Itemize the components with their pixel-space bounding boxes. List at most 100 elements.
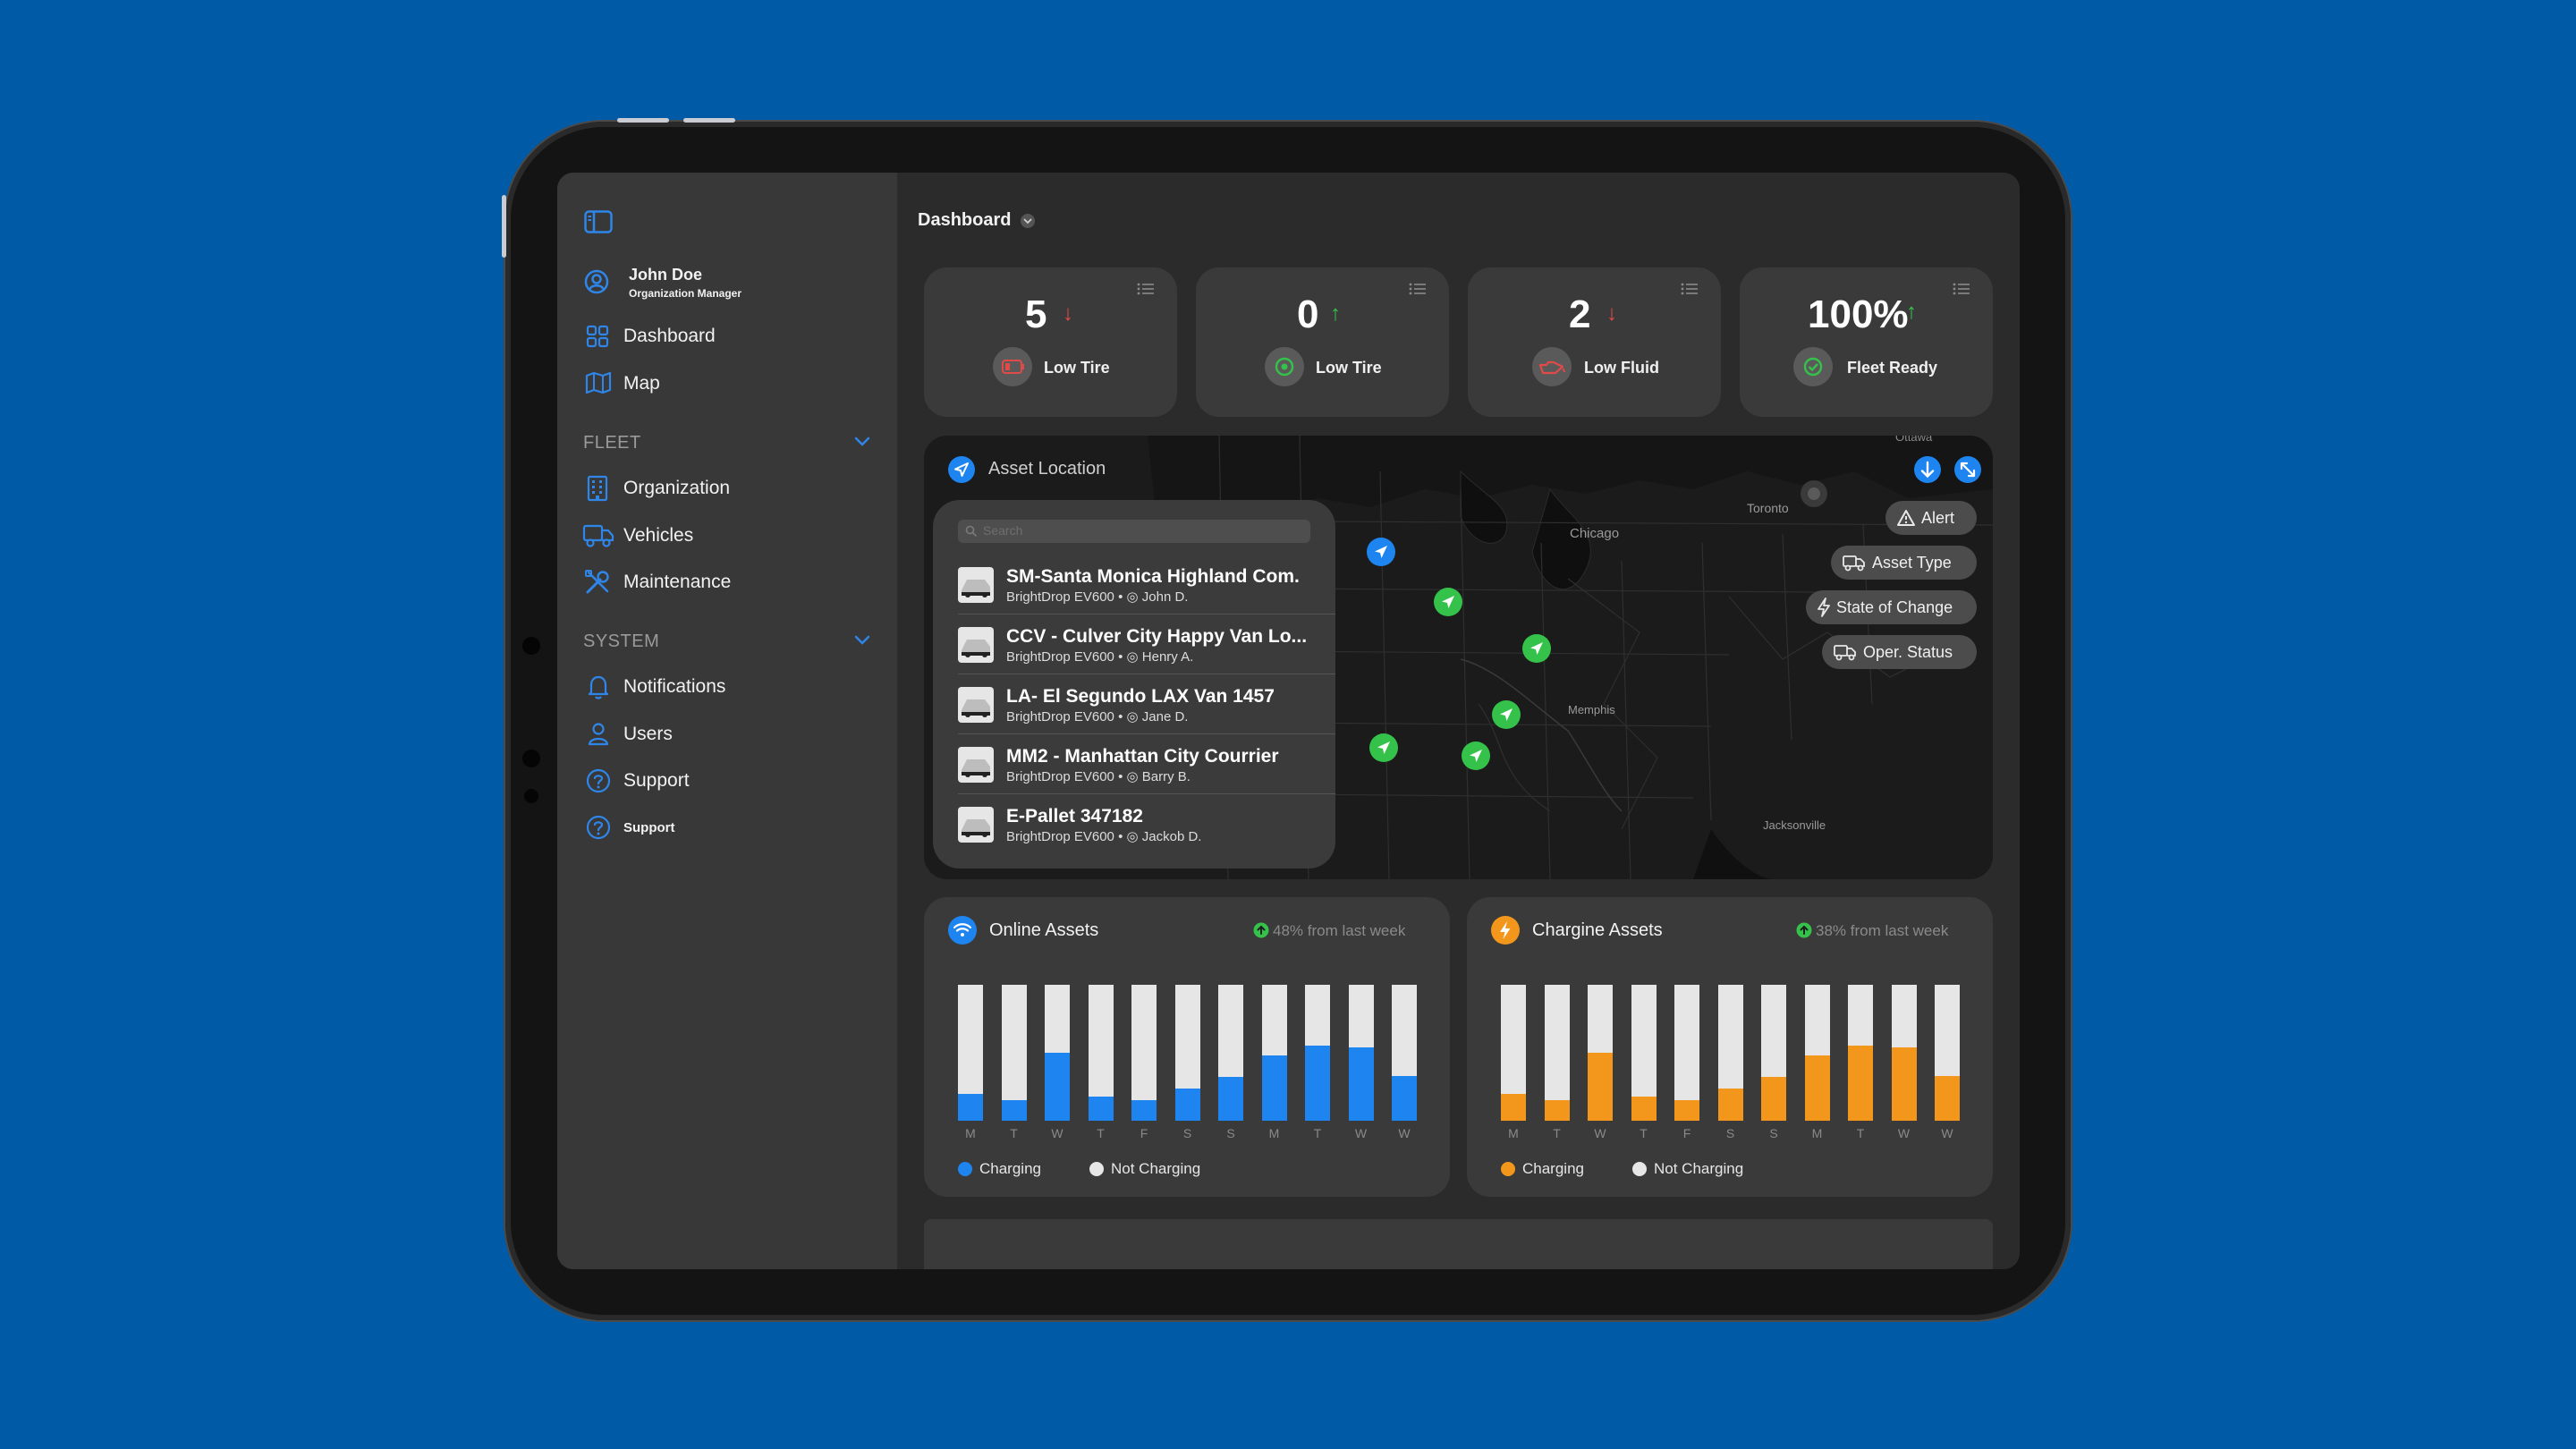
user-circle-icon: [584, 269, 609, 294]
sensor-dot: [522, 750, 540, 767]
page-title: Dashboard: [918, 210, 1012, 230]
sidebar-toggle-icon[interactable]: [584, 210, 613, 233]
chart-bar[interactable]: [1088, 985, 1114, 1121]
chart-tick-label: S: [1725, 1126, 1735, 1140]
chart-bar[interactable]: [1848, 985, 1873, 1121]
chart-bar[interactable]: [1174, 985, 1200, 1121]
chart-tick-label: T: [1856, 1126, 1865, 1140]
chart-bar[interactable]: [1001, 985, 1027, 1121]
chart-bar-fill: [1761, 1077, 1786, 1121]
list-icon[interactable]: [1681, 282, 1699, 296]
map-city-jacksonville: Jacksonville: [1763, 818, 1826, 832]
chart-tick-label: W: [1398, 1126, 1411, 1140]
filter-asset-type-button[interactable]: Asset Type: [1831, 546, 1977, 580]
map-pin-blue[interactable]: [1366, 537, 1396, 567]
map-pin-green[interactable]: [1461, 741, 1491, 771]
asset-list-panel: Search SM-Santa Monica Highland Com. Bri…: [933, 500, 1335, 869]
bolt-icon: [1491, 916, 1520, 945]
arrow-up-circle-icon: [1253, 922, 1269, 938]
search-input[interactable]: Search: [958, 520, 1310, 543]
stat-label: Low Fluid: [1584, 359, 1659, 377]
chart-bar[interactable]: [1717, 985, 1743, 1121]
stat-card[interactable]: 0 ↑ Low Tire: [1196, 267, 1449, 417]
stat-card[interactable]: 100% ↑ Fleet Ready: [1740, 267, 1993, 417]
chart-bar-fill: [1261, 1055, 1287, 1121]
chart-bar[interactable]: [1045, 985, 1070, 1121]
asset-driver: Henry A.: [1141, 649, 1194, 665]
chart-bar[interactable]: [1501, 985, 1526, 1121]
building-icon: [587, 475, 608, 502]
legend-swatch-charging: [1501, 1162, 1515, 1176]
chart-bar[interactable]: [1305, 985, 1330, 1121]
list-icon[interactable]: [1409, 282, 1427, 296]
legend-swatch-charging: [958, 1162, 972, 1176]
grid-icon: [586, 325, 609, 348]
warning-triangle-icon: [1897, 510, 1915, 526]
chart-bar[interactable]: [1261, 985, 1287, 1121]
legend-label-not-charging: Not Charging: [1111, 1160, 1201, 1177]
stat-card[interactable]: 2 ↓ Low Fluid: [1468, 267, 1721, 417]
filter-state-of-change-button[interactable]: State of Change: [1806, 590, 1977, 624]
trend-down-icon: ↓: [1063, 301, 1073, 326]
chart-bar[interactable]: [1218, 985, 1243, 1121]
chart-bar-fill: [1174, 1088, 1200, 1121]
list-icon[interactable]: [1953, 282, 1970, 296]
van-icon: [1834, 645, 1856, 661]
asset-meta: BrightDrop EV600 • ◎ Jackob D.: [1006, 829, 1202, 844]
chart-bar-fill: [1348, 1046, 1374, 1121]
map-pin-green[interactable]: [1368, 733, 1399, 763]
filter-label: Asset Type: [1872, 553, 1952, 572]
chart-tick-label: T: [1553, 1126, 1561, 1140]
chart-tick-label: W: [1051, 1126, 1063, 1140]
sidebar-item-label: Support: [623, 770, 690, 791]
chart-legend: Charging Not Charging: [1501, 1160, 1743, 1178]
map-city-chicago: Chicago: [1570, 526, 1620, 541]
chart-bar-fill: [1088, 1096, 1114, 1121]
chart-bar[interactable]: [1804, 985, 1830, 1121]
asset-map[interactable]: Chicago Toronto Ottawa Memphis Jacksonvi…: [924, 436, 1993, 879]
filter-oper-status-button[interactable]: Oper. Status: [1822, 635, 1977, 669]
download-arrow-icon[interactable]: [1913, 455, 1942, 484]
chart-bar-fill: [1305, 1046, 1330, 1121]
map-pin-green[interactable]: [1521, 633, 1552, 664]
user-role: Organization Manager: [629, 287, 742, 300]
asset-driver: Barry B.: [1141, 769, 1191, 784]
expand-icon[interactable]: [1953, 455, 1982, 484]
volume-button: [617, 118, 669, 123]
stat-card[interactable]: 5 ↓ Low Tire: [924, 267, 1177, 417]
list-icon[interactable]: [1137, 282, 1155, 296]
divider: [958, 733, 1335, 734]
stat-value: 2: [1569, 292, 1591, 336]
camera-dot: [522, 637, 540, 655]
chart-bar[interactable]: [958, 985, 983, 1121]
chart-bar[interactable]: [1392, 985, 1417, 1121]
chart-bar[interactable]: [1631, 985, 1657, 1121]
asset-name: CCV - Culver City Happy Van Lo...: [1006, 626, 1308, 647]
chevron-down-icon[interactable]: [854, 635, 870, 646]
next-panel-peek: [924, 1219, 1993, 1269]
asset-driver: Jackob D.: [1141, 829, 1202, 844]
truck-icon: [1843, 555, 1865, 572]
chart-bar[interactable]: [1544, 985, 1570, 1121]
chart-legend: Charging Not Charging: [958, 1160, 1200, 1178]
map-pin-green[interactable]: [1433, 587, 1463, 617]
chart-bar[interactable]: [1674, 985, 1699, 1121]
map-pin-gray[interactable]: [1799, 479, 1829, 509]
question-circle-icon: [586, 815, 611, 840]
map-city-toronto: Toronto: [1747, 501, 1789, 515]
asset-name: SM-Santa Monica Highland Com.: [1006, 566, 1300, 587]
filter-alert-button[interactable]: Alert: [1885, 501, 1977, 535]
map-pin-green[interactable]: [1491, 699, 1521, 730]
chart-bar[interactable]: [1891, 985, 1917, 1121]
chart-bar[interactable]: [1131, 985, 1157, 1121]
stat-label: Fleet Ready: [1847, 359, 1938, 377]
asset-name: LA- El Segundo LAX Van 1457: [1006, 686, 1275, 707]
chart-bar[interactable]: [1761, 985, 1786, 1121]
asset-name: E-Pallet 347182: [1006, 806, 1143, 826]
chart-bar[interactable]: [1935, 985, 1960, 1121]
chart-bar[interactable]: [1588, 985, 1613, 1121]
chart-bar[interactable]: [1348, 985, 1374, 1121]
section-system: SYSTEM: [583, 631, 660, 651]
divider: [958, 793, 1335, 794]
chevron-down-icon[interactable]: [854, 436, 870, 447]
